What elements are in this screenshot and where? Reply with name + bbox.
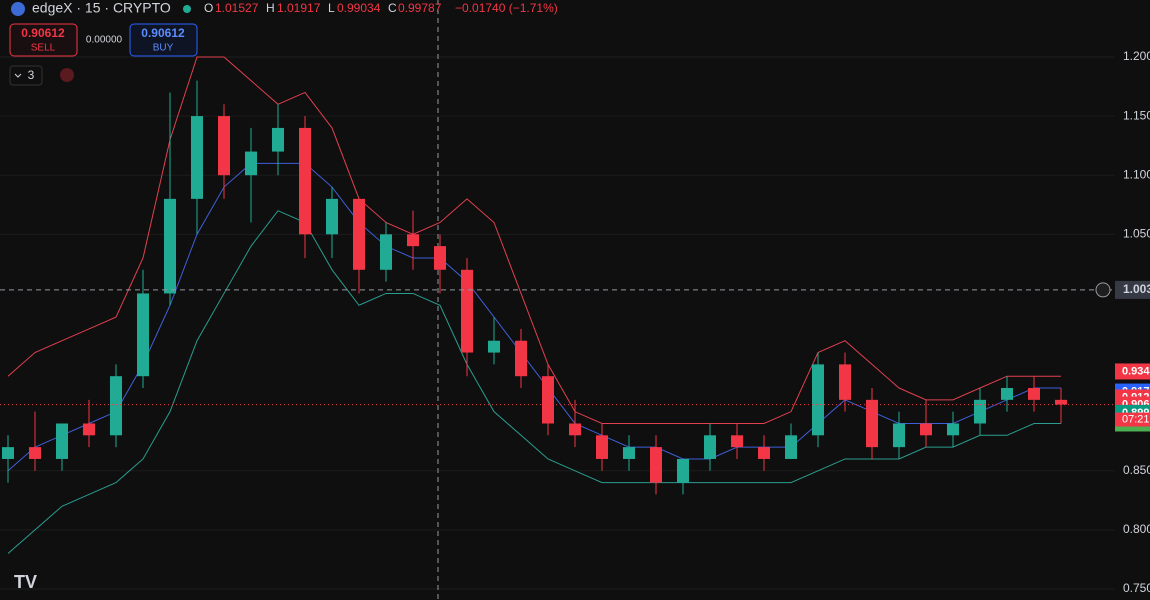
ohlc-value: 1.01527	[215, 1, 259, 15]
band-lower	[7, 210, 1061, 554]
ohlc-change: −0.01740 (−1.71%)	[455, 1, 558, 15]
candle-body	[650, 447, 662, 483]
candle-body	[623, 447, 635, 459]
status-dot	[183, 5, 191, 13]
candle-body	[461, 269, 473, 353]
candle-body	[245, 151, 257, 176]
candle-body	[2, 447, 14, 459]
sell-price[interactable]: 0.90612	[21, 26, 65, 40]
y-tick-label: 1.050	[1123, 226, 1150, 240]
candle-body	[488, 340, 500, 353]
buy-price[interactable]: 0.90612	[141, 26, 185, 40]
candle-body	[272, 127, 284, 152]
candle-body	[677, 458, 689, 483]
countdown: 07:21	[1122, 413, 1150, 425]
ohlc-label: L	[328, 1, 335, 15]
y-tick-label: 0.750	[1123, 581, 1150, 595]
crosshair-tag	[1115, 280, 1150, 299]
candle-body	[407, 234, 419, 247]
candle-body	[164, 198, 176, 294]
candle-body	[299, 127, 311, 235]
symbol: edgeX · 15 · CRYPTO	[32, 0, 171, 16]
candle-body	[56, 423, 68, 459]
candle-body	[812, 364, 824, 436]
candle-body	[380, 234, 392, 270]
buy-button[interactable]	[129, 23, 198, 57]
ohlc-value: 0.99034	[337, 1, 381, 15]
error-icon[interactable]	[60, 68, 74, 82]
candle-body	[542, 376, 554, 424]
candle-body	[515, 340, 527, 377]
candle-body	[947, 423, 959, 436]
band-upper	[7, 56, 1061, 424]
candle-body	[731, 435, 743, 448]
indicators-toggle[interactable]	[9, 65, 43, 86]
candle-body	[785, 435, 797, 459]
ohlc-label: H	[266, 1, 275, 15]
candle-body	[353, 198, 365, 270]
candle-body	[596, 435, 608, 459]
flag-icon	[11, 2, 25, 16]
add-button	[1095, 282, 1111, 298]
buy-label[interactable]: BUY	[153, 43, 174, 54]
y-tick-label: 0.850	[1123, 463, 1150, 477]
crosshair-label: 1.003	[1123, 282, 1150, 296]
candle-body	[569, 423, 581, 436]
countdown-tag	[1115, 412, 1150, 427]
candle-body	[110, 376, 122, 436]
candle-body	[920, 423, 932, 436]
spread: 0.00000	[86, 35, 123, 46]
candle-body	[866, 399, 878, 448]
ohlc-value: 0.99787	[398, 1, 442, 15]
price-tag	[1115, 363, 1150, 380]
y-tick-label: 1.100	[1123, 167, 1150, 181]
price-axis	[1115, 0, 1150, 600]
candle-body	[191, 116, 203, 199]
candle-body	[974, 399, 986, 424]
candle-body	[137, 293, 149, 377]
y-tick-label: 1.200	[1123, 49, 1150, 63]
ohlc-value: 1.01917	[277, 1, 321, 15]
candle-body	[1055, 399, 1067, 405]
ohlc-label: O	[204, 1, 213, 15]
price-tag-label: 0.934	[1122, 365, 1150, 377]
candle-body	[704, 435, 716, 459]
candle-body	[326, 198, 338, 235]
indicators-count[interactable]: 3	[28, 68, 35, 82]
candle-body	[1001, 388, 1013, 400]
candle-body	[839, 364, 851, 400]
candle-body	[218, 116, 230, 176]
sell-label[interactable]: SELL	[31, 43, 56, 54]
y-tick-label: 0.800	[1123, 522, 1150, 536]
candle-body	[434, 246, 446, 270]
sell-button[interactable]	[9, 23, 78, 57]
candle-body	[758, 447, 770, 459]
tv-logo: TV	[14, 572, 37, 592]
candle-body	[893, 423, 905, 448]
y-tick-label: 1.150	[1123, 108, 1150, 122]
band-mid	[7, 162, 1061, 472]
candle-body	[29, 447, 41, 459]
ohlc-label: C	[388, 1, 397, 15]
candle-body	[83, 423, 95, 436]
chevron	[14, 73, 22, 78]
candle-body	[1028, 388, 1040, 400]
